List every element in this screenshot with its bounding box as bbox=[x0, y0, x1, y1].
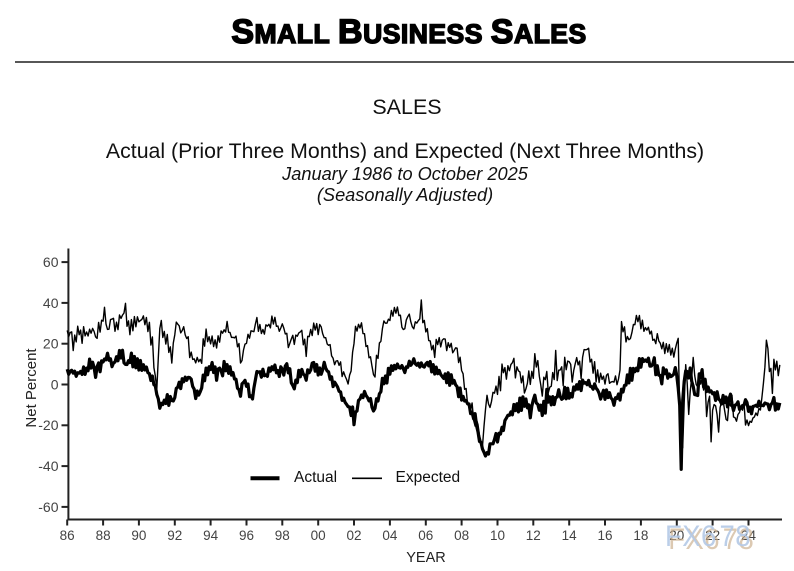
svg-text:-20: -20 bbox=[38, 417, 58, 433]
svg-text:24: 24 bbox=[741, 528, 757, 543]
svg-text:14: 14 bbox=[562, 528, 578, 543]
svg-text:86: 86 bbox=[60, 528, 75, 543]
svg-text:10: 10 bbox=[490, 528, 505, 543]
svg-text:0: 0 bbox=[51, 376, 59, 392]
svg-text:08: 08 bbox=[454, 528, 469, 543]
svg-text:20: 20 bbox=[669, 528, 684, 543]
svg-text:20: 20 bbox=[43, 336, 59, 352]
svg-text:04: 04 bbox=[382, 528, 398, 543]
svg-text:Expected: Expected bbox=[396, 469, 461, 486]
svg-text:Actual: Actual bbox=[294, 469, 337, 486]
svg-text:06: 06 bbox=[418, 528, 433, 543]
svg-text:02: 02 bbox=[346, 528, 361, 543]
svg-text:-60: -60 bbox=[38, 499, 58, 515]
svg-text:16: 16 bbox=[597, 528, 612, 543]
svg-text:94: 94 bbox=[203, 528, 219, 543]
svg-text:YEAR: YEAR bbox=[406, 550, 446, 566]
svg-text:90: 90 bbox=[131, 528, 146, 543]
svg-text:00: 00 bbox=[311, 528, 326, 543]
svg-text:22: 22 bbox=[705, 528, 720, 543]
svg-text:18: 18 bbox=[633, 528, 648, 543]
svg-text:-40: -40 bbox=[38, 458, 58, 474]
svg-text:60: 60 bbox=[43, 254, 59, 270]
svg-text:98: 98 bbox=[275, 528, 290, 543]
svg-text:12: 12 bbox=[526, 528, 541, 543]
svg-text:88: 88 bbox=[96, 528, 111, 543]
svg-text:40: 40 bbox=[43, 295, 59, 311]
svg-text:Net Percent: Net Percent bbox=[23, 348, 40, 428]
svg-text:96: 96 bbox=[239, 528, 254, 543]
svg-text:92: 92 bbox=[167, 528, 182, 543]
